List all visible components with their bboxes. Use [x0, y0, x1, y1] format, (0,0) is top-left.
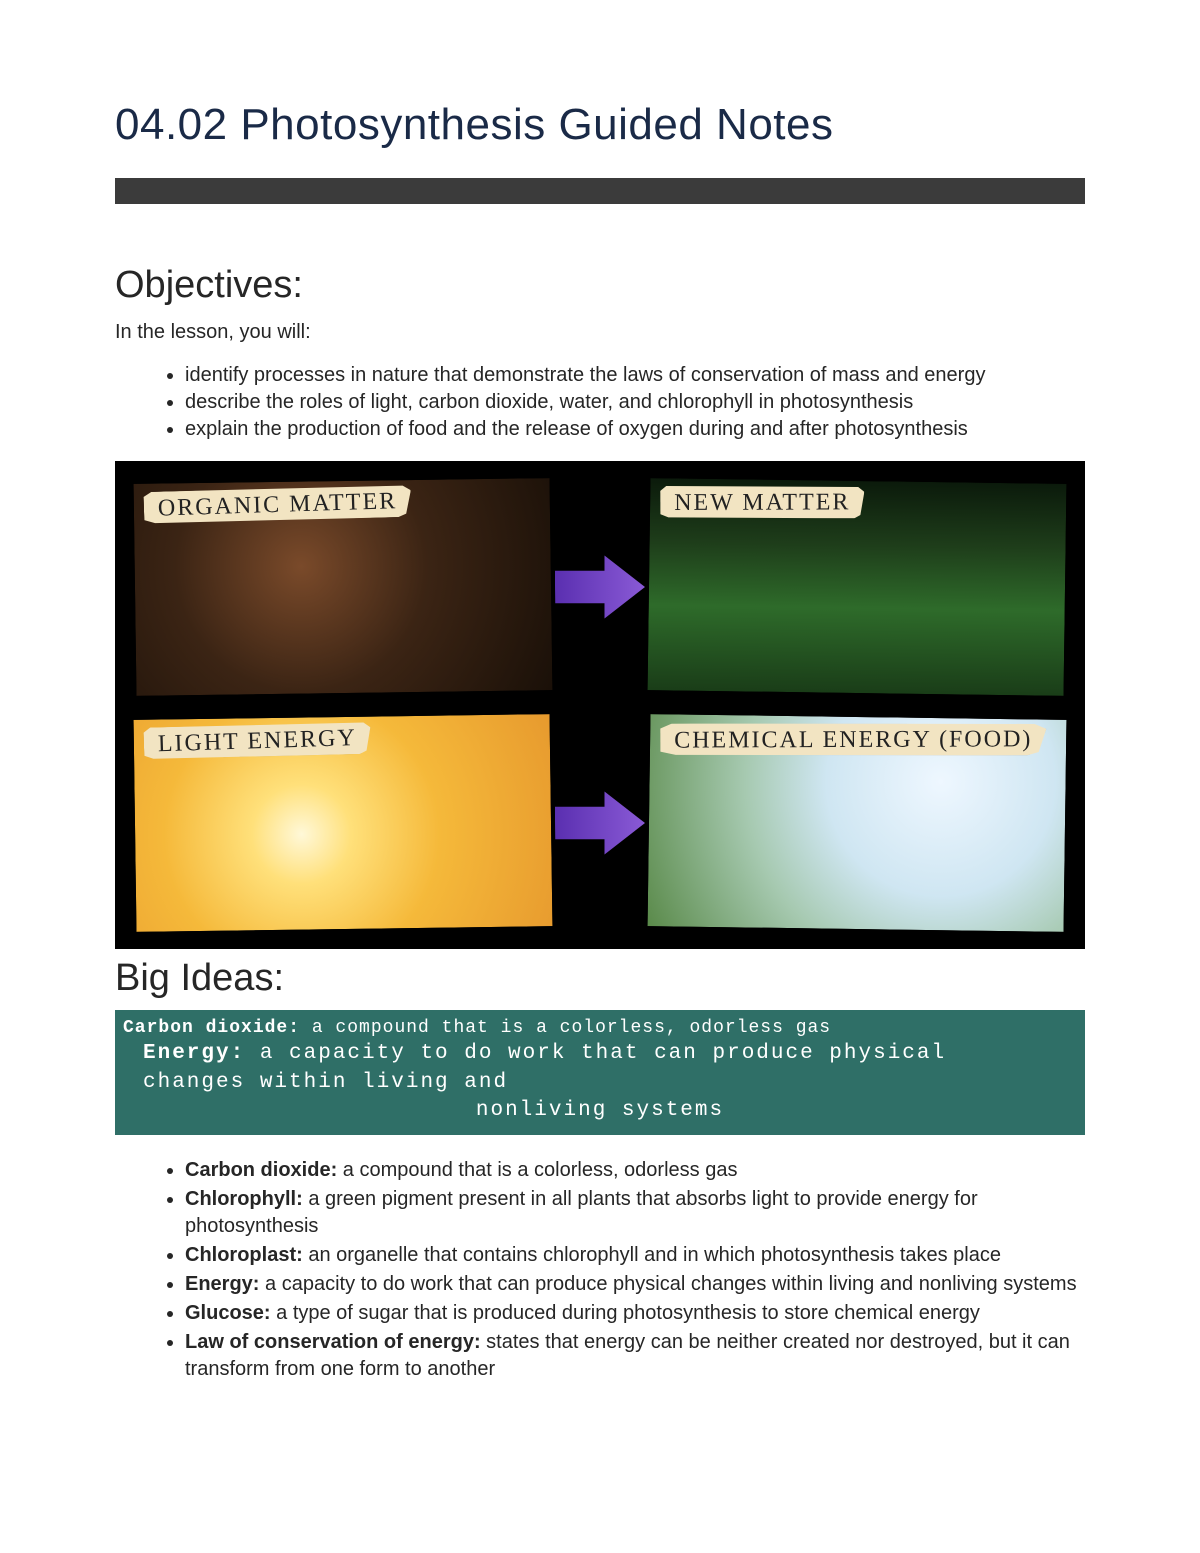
panel-label: ORGANIC MATTER	[143, 484, 411, 525]
list-item: Glucose: a type of sugar that is produce…	[185, 1300, 1085, 1327]
list-item: Carbon dioxide: a compound that is a col…	[185, 1157, 1085, 1184]
panel-label: NEW MATTER	[660, 485, 864, 519]
list-item: Chlorophyll: a green pigment present in …	[185, 1186, 1085, 1240]
definitions-list: Carbon dioxide: a compound that is a col…	[185, 1157, 1085, 1383]
objectives-heading: Objectives:	[115, 264, 1085, 307]
panel-label: CHEMICAL ENERGY (FOOD)	[660, 722, 1046, 756]
arrow-icon	[555, 547, 645, 627]
list-item: Chloroplast: an organelle that contains …	[185, 1242, 1085, 1269]
arrow-cell	[555, 477, 645, 697]
bigideas-heading: Big Ideas:	[115, 957, 1085, 1000]
highlight-box: Carbon dioxide: a compound that is a col…	[115, 1010, 1085, 1135]
highlight-def: a capacity to do work that can produce p…	[143, 1042, 946, 1093]
panel-new-matter: NEW MATTER	[643, 474, 1070, 700]
list-item: Energy: a capacity to do work that can p…	[185, 1271, 1085, 1298]
panel-organic-matter: ORGANIC MATTER	[129, 474, 556, 700]
concept-diagram: ORGANIC MATTER NEW MATTER LIGHT ENERGY C…	[115, 461, 1085, 949]
list-item: identify processes in nature that demons…	[185, 362, 1085, 389]
list-item: explain the production of food and the r…	[185, 416, 1085, 443]
list-item: Law of conservation of energy: states th…	[185, 1329, 1085, 1383]
highlight-term: Energy:	[143, 1042, 245, 1065]
objectives-list: identify processes in nature that demons…	[185, 362, 1085, 443]
highlight-def-cont: nonliving systems	[123, 1097, 1077, 1125]
panel-light-energy: LIGHT ENERGY	[129, 710, 556, 936]
highlight-term: Carbon dioxide:	[123, 1018, 300, 1038]
arrow-cell	[555, 713, 645, 933]
divider-bar	[115, 178, 1085, 204]
arrow-icon	[555, 783, 645, 863]
highlight-def: a compound that is a colorless, odorless…	[300, 1018, 831, 1038]
page-title: 04.02 Photosynthesis Guided Notes	[115, 100, 1085, 150]
list-item: describe the roles of light, carbon diox…	[185, 389, 1085, 416]
objectives-intro: In the lesson, you will:	[115, 321, 1085, 344]
panel-chemical-energy: CHEMICAL ENERGY (FOOD)	[643, 710, 1070, 936]
panel-label: LIGHT ENERGY	[143, 721, 371, 761]
